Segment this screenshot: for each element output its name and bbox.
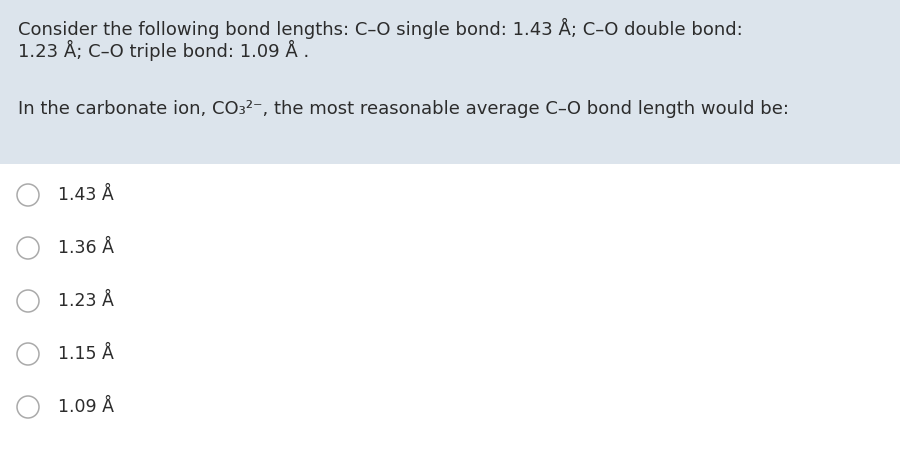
Text: 1.15 Å: 1.15 Å	[58, 345, 114, 363]
Text: 1.23 Å; C–O triple bond: 1.09 Å .: 1.23 Å; C–O triple bond: 1.09 Å .	[18, 40, 310, 61]
Bar	[0, 0, 900, 164]
Text: 1.09 Å: 1.09 Å	[58, 398, 114, 416]
Text: In the carbonate ion, CO₃²⁻, the most reasonable average C–O bond length would b: In the carbonate ion, CO₃²⁻, the most re…	[18, 100, 789, 118]
Bar	[0, 164, 900, 461]
Text: 1.43 Å: 1.43 Å	[58, 186, 113, 204]
Text: Consider the following bond lengths: C–O single bond: 1.43 Å; C–O double bond:: Consider the following bond lengths: C–O…	[18, 18, 742, 39]
Text: 1.23 Å: 1.23 Å	[58, 292, 114, 310]
Text: 1.36 Å: 1.36 Å	[58, 239, 114, 257]
